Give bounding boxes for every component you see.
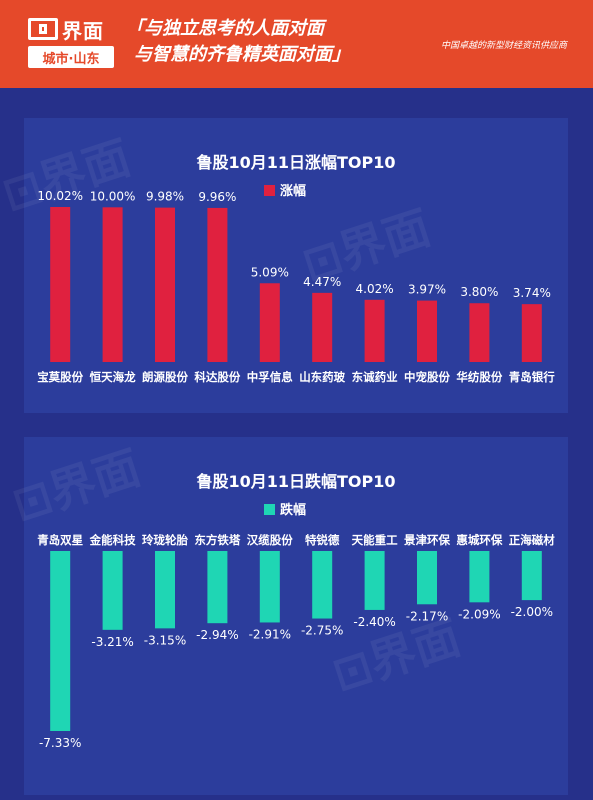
gainers-legend-label: 涨幅 [279, 183, 306, 199]
losers-category-label: 玲珑轮胎 [142, 533, 188, 547]
losers-data-label: -2.75% [301, 624, 343, 638]
losers-data-label: -3.15% [144, 633, 186, 647]
gainers-category-label: 山东药玻 [299, 370, 345, 384]
gainers-data-label: 4.02% [356, 282, 394, 296]
losers-category-label: 青岛双星 [37, 533, 83, 547]
gainers-category-label: 宝莫股份 [37, 370, 83, 384]
losers-bar [50, 551, 71, 731]
logo-mark-icon [28, 18, 58, 40]
gainers-chart: 鲁股10月11日涨幅TOP10 涨幅 10.02% 宝莫股份 10.00% 恒天海龙 9.9… [37, 153, 555, 384]
gainers-category-label: 青岛银行 [509, 370, 555, 384]
losers-bar [259, 551, 280, 623]
gainers-data-label: 5.09% [251, 265, 289, 279]
losers-data-label: -2.40% [353, 615, 395, 629]
gainers-bar [259, 283, 280, 362]
gainers-data-label: 4.47% [303, 275, 341, 289]
gainers-data-label: 10.02% [37, 189, 83, 203]
losers-data-label: -3.21% [91, 635, 133, 649]
losers-data-label: -7.33% [39, 736, 81, 750]
losers-data-label: -2.09% [458, 607, 500, 621]
losers-data-label: -2.94% [196, 628, 238, 642]
gainers-bar [155, 207, 175, 362]
gainers-data-label: 9.98% [146, 190, 184, 204]
losers-bar [102, 551, 123, 630]
losers-bar [312, 551, 333, 619]
gainers-bar [417, 300, 437, 362]
gainers-chart-title: 鲁股10月11日涨幅TOP10 [195, 153, 395, 172]
gainers-data-label: 10.00% [90, 189, 136, 203]
header-banner: 界面 城市·山东 「与独立思考的人面对面 与智慧的齐鲁精英面对面」 中国卓越的新… [0, 0, 593, 88]
slogan: 「与独立思考的人面对面 与智慧的齐鲁精英面对面」 [126, 16, 350, 68]
losers-category-label: 惠城环保 [456, 533, 502, 547]
gainers-category-label: 中孚信息 [247, 370, 293, 384]
losers-bar [521, 551, 542, 601]
gainers-category-label: 中宠股份 [404, 370, 450, 384]
gainers-bar [207, 207, 228, 362]
losers-category-label: 景津环保 [403, 533, 450, 547]
gainers-category-label: 科达股份 [194, 370, 240, 384]
slogan-line-1: 「与独立思考的人面对面 [126, 18, 324, 39]
gainers-category-label: 华纺股份 [456, 370, 502, 384]
losers-category-label: 正海磁材 [509, 533, 555, 547]
gainers-legend-swatch [264, 185, 275, 196]
losers-bar [155, 551, 175, 629]
gainers-panel: 鲁股10月11日涨幅TOP10 涨幅 10.02% 宝莫股份 10.00% 恒天海龙 9.9… [24, 118, 568, 413]
tagline: 中国卓越的新型财经资讯供应商 [440, 41, 567, 51]
losers-bar [207, 551, 228, 624]
losers-data-label: -2.91% [249, 627, 291, 641]
gainers-category-label: 朗源股份 [142, 370, 188, 384]
losers-category-label: 天能重工 [352, 533, 398, 547]
gainers-bar [521, 304, 542, 362]
losers-panel: 鲁股10月11日跌幅TOP10 跌幅青岛双星 -7.33% 金能科技 -3.21% 玲珑轮… [24, 437, 568, 795]
losers-legend-swatch [264, 504, 275, 515]
gainers-bar [50, 207, 71, 362]
gainers-category-label: 东诚药业 [352, 370, 398, 384]
gainers-category-label: 恒天海龙 [90, 370, 136, 384]
logo-city: 城市·山东 [28, 46, 114, 68]
losers-bar [469, 551, 490, 603]
gainers-data-label: 3.97% [408, 283, 446, 297]
gainers-data-label: 3.80% [460, 285, 498, 299]
logo-name: 界面 [62, 18, 104, 43]
losers-category-label: 金能科技 [89, 533, 136, 547]
gainers-bar [469, 303, 490, 362]
losers-legend-label: 跌幅 [280, 502, 306, 518]
slogan-line-2: 与智慧的齐鲁精英面对面」 [134, 44, 350, 65]
gainers-data-label: 3.74% [513, 286, 551, 300]
losers-category-label: 汉缆股份 [247, 533, 293, 547]
gainers-bar [312, 292, 333, 362]
losers-category-label: 特锐德 [305, 533, 340, 547]
jiemian-logo: 界面 城市·山东 [28, 14, 114, 70]
gainers-data-label: 9.96% [198, 190, 236, 204]
gainers-bar [364, 299, 385, 362]
losers-data-label: -2.00% [511, 605, 553, 619]
losers-category-label: 东方铁塔 [194, 533, 240, 547]
gainers-bar [102, 207, 123, 362]
losers-bar [364, 551, 385, 610]
losers-chart-title: 鲁股10月11日跌幅TOP10 [195, 472, 395, 491]
losers-data-label: -2.17% [406, 609, 448, 623]
losers-bar [417, 551, 437, 605]
